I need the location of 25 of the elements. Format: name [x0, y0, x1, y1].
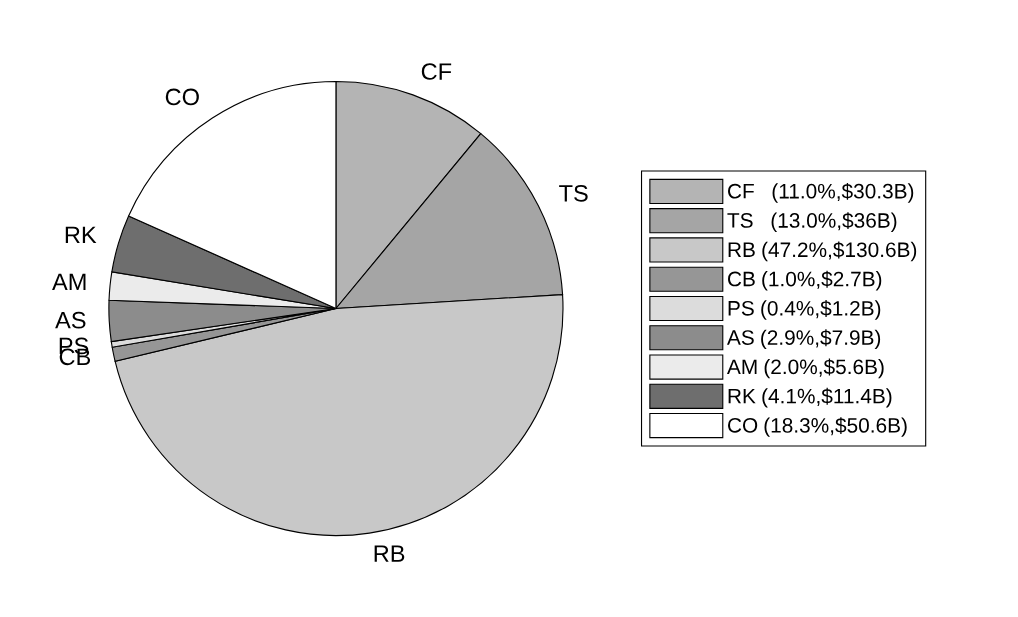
data-label: (2.9%,$7.9B) — [761, 329, 881, 350]
data-label: (11.0%,$30.3B) — [772, 182, 914, 203]
legend-label: RK — [728, 388, 756, 404]
slice-label: CF — [421, 63, 452, 80]
legend-label: AM — [726, 359, 757, 374]
data-label: (13.0%,$36B) — [771, 212, 897, 232]
legend-label: CF — [728, 183, 754, 199]
legend-label: TS — [727, 213, 753, 228]
data-label: (4.1%,$11.4B) — [762, 387, 892, 408]
slice-label: AM — [52, 273, 86, 290]
slice-label: TS — [559, 184, 588, 202]
legend-label: RB — [728, 242, 755, 257]
data-label: (0.4%,$1.2B) — [761, 300, 881, 320]
legend-label: PS — [728, 300, 754, 316]
legend-label: AS — [726, 330, 754, 345]
slice-label: RK — [65, 226, 97, 243]
legend-label: CO — [728, 417, 758, 433]
data-label: (2.0%,$5.6B) — [764, 358, 884, 379]
data-label: (1.0%,$2.7B) — [762, 270, 882, 291]
legend-label: CB — [728, 271, 755, 287]
data-label: (18.3%,$50.6B) — [764, 417, 907, 437]
data-label: (47.2%,$130.6B) — [762, 241, 917, 262]
slice-label: CO — [165, 88, 199, 106]
slice-label: AS — [55, 311, 86, 329]
slice-label: RB — [374, 545, 405, 562]
